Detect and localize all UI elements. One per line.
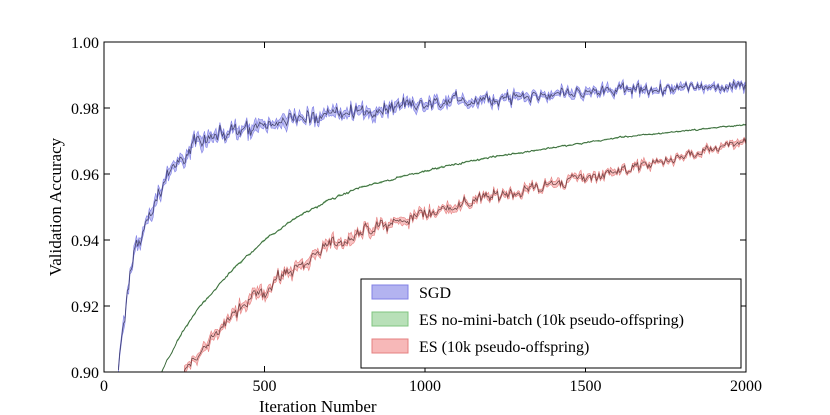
series-3 [183,136,746,372]
series-3-band [184,136,746,372]
legend-frame [360,278,742,369]
y-tick-label: 0.92 [71,299,99,316]
legend-swatch-2 [371,311,409,327]
legend-label-3: ES (10k pseudo-offspring) [419,339,589,356]
series-layer [118,78,746,372]
legend-label-1: SGD [419,285,451,302]
legend: SGD ES no-mini-batch (10k pseudo-offsprin… [360,278,742,369]
series-2 [161,123,746,372]
y-axis-ticks: 0.90 0.92 0.94 0.96 0.98 1.00 [71,35,746,382]
x-axis-label: Iteration Number [259,397,377,415]
y-tick-label: 0.96 [71,167,99,184]
x-tick-label: 2000 [730,378,762,395]
x-tick-label: 500 [253,378,277,395]
y-tick-label: 0.90 [71,365,99,382]
x-axis-ticks: 0 500 1000 1500 2000 [100,42,762,395]
series-2-line [161,124,746,372]
y-tick-label: 1.00 [71,35,99,52]
series-1-line [118,80,746,371]
series-3-line [183,137,746,372]
y-tick-label: 0.94 [71,233,99,250]
series-1 [118,78,746,372]
y-axis-label: Validation Accuracy [46,137,65,276]
x-tick-label: 1000 [409,378,441,395]
x-tick-label: 0 [100,378,108,395]
legend-swatch-3 [371,338,409,354]
series-1-band [118,78,746,372]
y-tick-label: 0.98 [71,101,99,118]
x-tick-label: 1500 [570,378,602,395]
legend-swatch-1 [371,284,409,300]
legend-label-2: ES no-mini-batch (10k pseudo-offspring) [419,312,684,329]
